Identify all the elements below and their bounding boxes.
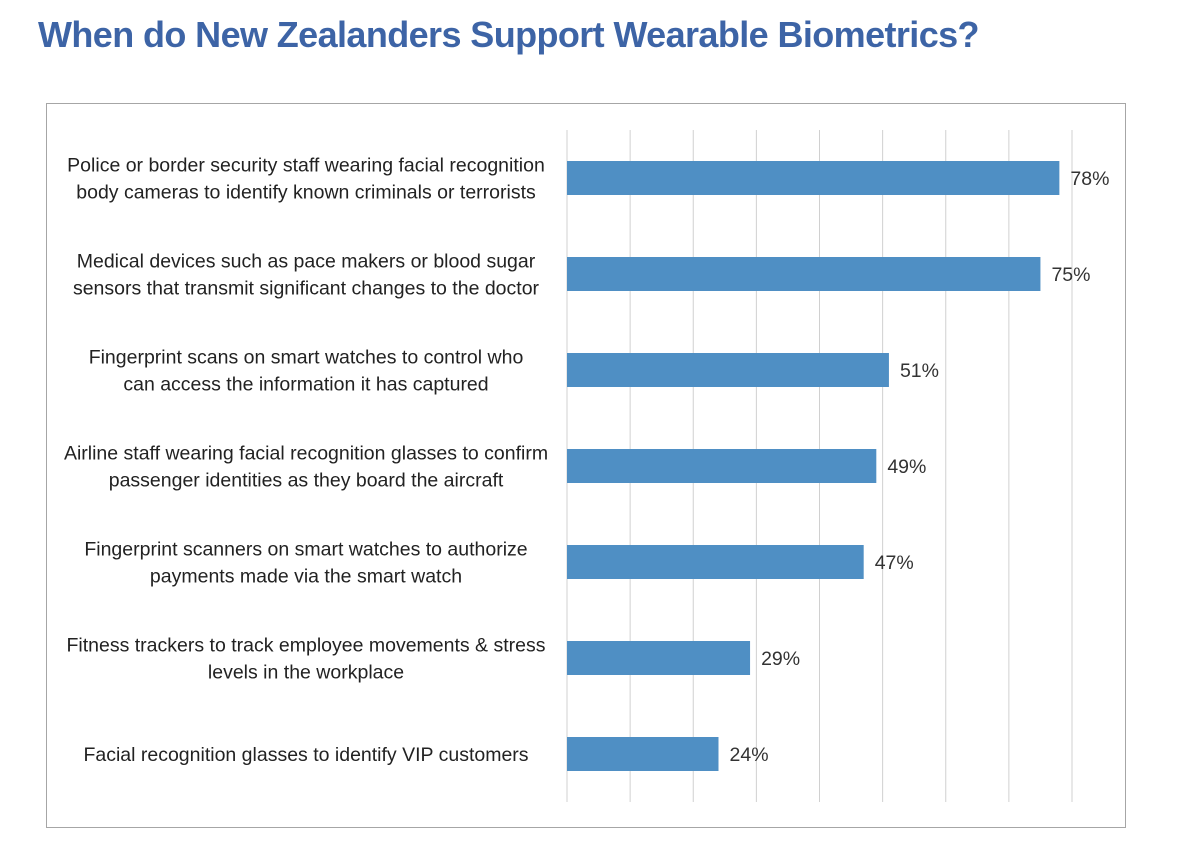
category-label: Fitness trackers to track employee movem…: [67, 635, 546, 684]
category-labels: Police or border security staff wearing …: [64, 155, 548, 767]
bars: [567, 161, 1060, 771]
data-label: 47%: [875, 552, 914, 574]
category-label-line: body cameras to identify known criminals…: [76, 182, 536, 204]
bar: [567, 737, 719, 771]
category-label-line: payments made via the smart watch: [150, 566, 462, 588]
category-label: Police or border security staff wearing …: [67, 155, 545, 204]
bar: [567, 641, 751, 675]
category-label: Fingerprint scans on smart watches to co…: [89, 347, 524, 396]
bar: [567, 545, 864, 579]
chart-title: When do New Zealanders Support Wearable …: [38, 14, 980, 55]
chart-frame: [46, 103, 1126, 828]
data-label: 49%: [887, 456, 926, 478]
data-label: 29%: [761, 648, 800, 670]
category-label-line: Fingerprint scans on smart watches to co…: [89, 347, 524, 369]
category-label-line: can access the information it has captur…: [123, 374, 488, 396]
category-label: Facial recognition glasses to identify V…: [83, 744, 528, 766]
bar: [567, 161, 1060, 195]
bar: [567, 449, 877, 483]
category-label: Medical devices such as pace makers or b…: [73, 251, 540, 300]
category-label-line: sensors that transmit significant change…: [73, 278, 540, 300]
data-label: 75%: [1051, 264, 1090, 286]
category-label-line: Police or border security staff wearing …: [67, 155, 545, 177]
category-label-line: Fingerprint scanners on smart watches to…: [84, 539, 527, 561]
category-label-line: levels in the workplace: [208, 662, 404, 684]
gridlines: [566, 130, 1073, 802]
category-label-line: Airline staff wearing facial recognition…: [64, 443, 548, 465]
category-label-line: Medical devices such as pace makers or b…: [77, 251, 536, 273]
category-label-line: Fitness trackers to track employee movem…: [67, 635, 546, 657]
data-label: 24%: [730, 744, 769, 766]
data-label: 78%: [1070, 168, 1109, 190]
bar: [567, 257, 1041, 291]
category-label: Airline staff wearing facial recognition…: [64, 443, 548, 492]
data-label: 51%: [900, 360, 939, 382]
category-label: Fingerprint scanners on smart watches to…: [84, 539, 527, 588]
bar: [567, 353, 889, 387]
category-label-line: Facial recognition glasses to identify V…: [83, 744, 528, 766]
category-label-line: passenger identities as they board the a…: [109, 470, 504, 492]
value-labels: 78% 75% 51% 49% 47% 29% 24%: [730, 168, 1110, 766]
